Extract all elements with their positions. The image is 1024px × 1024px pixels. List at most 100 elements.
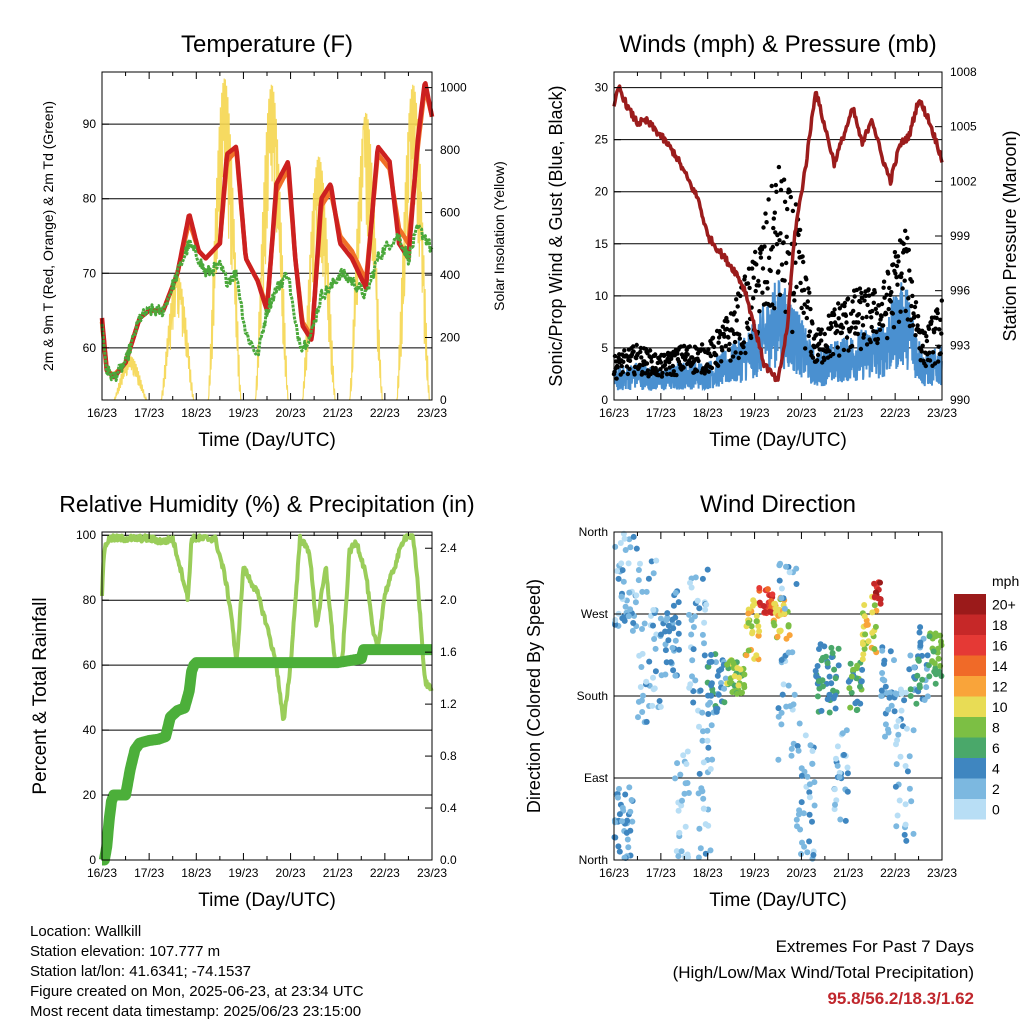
direction-dot bbox=[635, 698, 642, 705]
direction-dot bbox=[627, 606, 634, 613]
direction-dot bbox=[871, 580, 878, 587]
gust-dot bbox=[764, 220, 769, 225]
direction-dot bbox=[625, 613, 632, 620]
gust-dot bbox=[663, 367, 669, 372]
direction-dot bbox=[688, 584, 695, 591]
direction-dot bbox=[869, 609, 876, 616]
x-tick-label: 22/23 bbox=[370, 866, 400, 880]
direction-dot bbox=[800, 810, 807, 817]
gust-dot bbox=[768, 268, 773, 274]
direction-dot bbox=[931, 660, 938, 667]
gust-dot bbox=[895, 254, 901, 259]
direction-dot bbox=[834, 762, 841, 769]
gust-dot bbox=[890, 311, 895, 316]
direction-dot bbox=[796, 720, 803, 727]
direction-dot bbox=[860, 641, 866, 648]
direction-dot bbox=[749, 630, 756, 637]
direction-dot bbox=[829, 650, 836, 656]
direction-dot bbox=[826, 691, 833, 698]
direction-dot bbox=[895, 731, 902, 738]
direction-dot bbox=[917, 642, 924, 649]
humidity-precip-panel: 16/23 17/23 18/23 19/23 20/23 21/23 22/23 23/23… bbox=[30, 491, 475, 911]
gust-dot bbox=[799, 305, 804, 311]
direction-dot bbox=[708, 680, 715, 687]
direction-dot bbox=[935, 645, 941, 652]
direction-dot bbox=[908, 798, 915, 805]
gust-dot bbox=[891, 325, 897, 330]
direction-dot bbox=[699, 709, 706, 716]
direction-dot bbox=[810, 852, 817, 858]
gust-dot bbox=[935, 310, 940, 316]
gust-dot bbox=[829, 324, 834, 330]
direction-dot bbox=[630, 620, 637, 626]
y-tick-label: 0 bbox=[89, 853, 96, 867]
x-tick-label: 19/23 bbox=[740, 406, 770, 420]
gust-dot bbox=[671, 369, 676, 374]
gust-dot bbox=[765, 286, 770, 291]
direction-dot bbox=[703, 601, 710, 608]
direction-dot bbox=[700, 759, 707, 766]
direction-dot bbox=[881, 657, 888, 664]
gust-dot bbox=[866, 293, 872, 298]
direction-dot bbox=[854, 698, 861, 705]
direction-dot bbox=[898, 707, 905, 714]
legend-label: 0 bbox=[992, 801, 1000, 817]
y-tick-label: 0 bbox=[601, 393, 608, 407]
direction-dot bbox=[650, 570, 657, 577]
gust-dot bbox=[634, 342, 639, 348]
solar-insolation-line bbox=[348, 112, 384, 401]
direction-dot bbox=[619, 567, 626, 574]
direction-dot bbox=[833, 755, 839, 762]
direction-dot bbox=[682, 780, 689, 787]
gust-dot bbox=[906, 296, 911, 301]
direction-dot bbox=[637, 684, 644, 690]
direction-dot bbox=[701, 652, 708, 659]
direction-dot bbox=[662, 641, 669, 648]
gust-dot bbox=[711, 344, 717, 350]
direction-dot bbox=[643, 718, 650, 725]
gust-dot bbox=[807, 329, 813, 334]
gust-dot bbox=[787, 251, 792, 256]
direction-dot bbox=[861, 602, 868, 608]
direction-dot bbox=[913, 700, 920, 707]
direction-dot bbox=[864, 621, 871, 628]
gust-dot bbox=[938, 317, 943, 322]
gust-dot bbox=[694, 368, 700, 374]
direction-dot bbox=[812, 667, 819, 674]
direction-dot bbox=[656, 698, 663, 704]
direction-dot bbox=[775, 713, 782, 720]
direction-dot bbox=[640, 692, 646, 699]
direction-dot bbox=[824, 696, 831, 703]
legend-swatch bbox=[954, 696, 986, 717]
direction-dot bbox=[690, 624, 697, 630]
legend-swatch bbox=[954, 758, 986, 779]
gust-dot bbox=[845, 296, 851, 301]
y-right-tick-label: 1002 bbox=[950, 174, 977, 188]
direction-dot bbox=[835, 662, 842, 669]
gust-dot bbox=[699, 342, 705, 347]
gust-dot bbox=[937, 327, 942, 332]
gust-dot bbox=[846, 348, 851, 353]
y-tick-label: 60 bbox=[83, 658, 97, 672]
direction-dot bbox=[689, 673, 695, 680]
direction-dot bbox=[625, 844, 632, 851]
gust-dot bbox=[743, 350, 748, 356]
direction-dot bbox=[914, 672, 921, 679]
direction-dot bbox=[932, 669, 939, 676]
direction-dot bbox=[879, 647, 886, 654]
gust-dot bbox=[861, 332, 867, 337]
direction-dot bbox=[891, 657, 897, 664]
direction-dot bbox=[898, 690, 905, 697]
direction-dot bbox=[871, 593, 878, 600]
direction-dot bbox=[639, 709, 646, 715]
y-tick-label: 25 bbox=[595, 133, 609, 147]
x-tick-label: 22/23 bbox=[880, 406, 910, 420]
direction-dot bbox=[910, 830, 917, 837]
gust-dot bbox=[730, 354, 736, 359]
gust-dot bbox=[927, 358, 933, 363]
gust-dot bbox=[859, 290, 864, 296]
direction-dot bbox=[688, 617, 695, 623]
direction-dot bbox=[778, 721, 785, 728]
gust-dot bbox=[771, 216, 776, 221]
legend-label: 6 bbox=[992, 740, 1000, 756]
